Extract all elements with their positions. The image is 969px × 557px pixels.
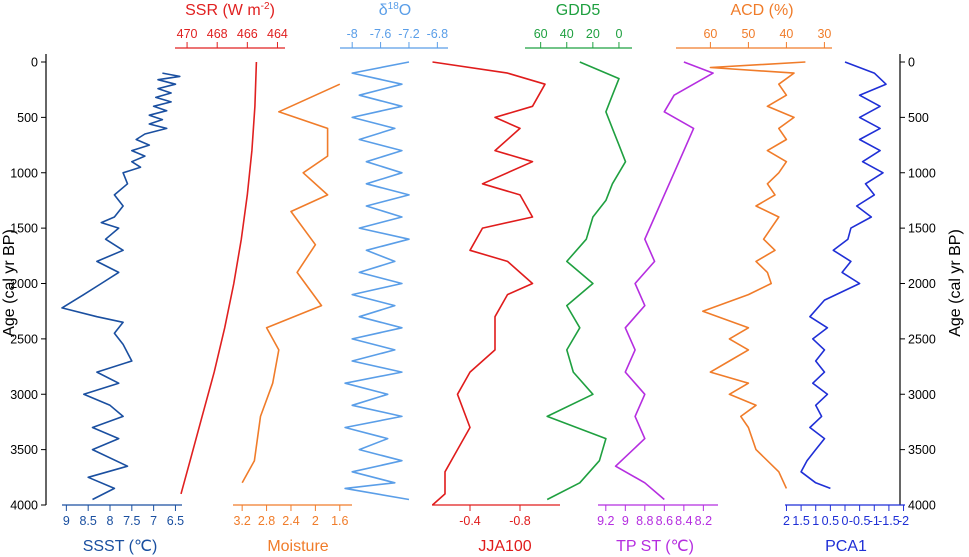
series-line-2 [241, 83, 341, 484]
series-tick-label-6: 8.6 [656, 514, 673, 528]
series-line-8 [800, 61, 887, 490]
series-tick-label-0: 8 [107, 514, 114, 528]
series-tick-label-7: 50 [741, 27, 755, 41]
series-tick-label-3: -7.6 [370, 27, 392, 41]
series-tick-label-6: 8.2 [695, 514, 712, 528]
series-line-6 [614, 61, 714, 501]
series-tick-label-8: -0.5 [849, 514, 871, 528]
age-tick-label-left: 4000 [10, 499, 38, 513]
age-tick-label-left: 3500 [10, 443, 38, 457]
series-tick-label-0: 8.5 [79, 514, 96, 528]
series-tick-label-8: -1.5 [878, 514, 900, 528]
series-tick-label-7: 40 [779, 27, 793, 41]
series-tick-label-2: 3.2 [233, 514, 250, 528]
series-tick-label-1: 468 [207, 27, 228, 41]
series-tick-label-4: -0.4 [459, 514, 481, 528]
series-tick-label-0: 9 [63, 514, 70, 528]
age-tick-label-left: 2000 [10, 277, 38, 291]
age-tick-label-left: 3000 [10, 388, 38, 402]
series-line-0 [61, 72, 181, 501]
series-tick-label-8: 1.5 [792, 514, 809, 528]
series-label-sup: 18 [388, 1, 400, 12]
age-tick-label-left: 1000 [10, 166, 38, 180]
series-tick-label-8: -2 [898, 514, 909, 528]
age-tick-label-left: 0 [31, 56, 38, 70]
series-label-3: δ18O [379, 1, 411, 19]
series-label-text: TP ST ( [616, 538, 671, 555]
series-tick-label-0: 7 [150, 514, 157, 528]
series-tick-label-3: -6.8 [427, 27, 449, 41]
age-tick-label-left: 2500 [10, 332, 38, 346]
series-tick-label-2: 2 [312, 514, 319, 528]
series-tick-label-6: 8.8 [636, 514, 653, 528]
series-tick-label-0: 7.5 [123, 514, 140, 528]
series-tick-label-5: 20 [586, 27, 600, 41]
series-label-close: O [399, 2, 411, 19]
series-tick-label-6: 9.2 [597, 514, 614, 528]
series-tick-label-2: 1.6 [331, 514, 348, 528]
series-label-0: SSST (℃) [83, 538, 158, 555]
age-tick-label-right: 500 [908, 111, 929, 125]
series-line-5 [546, 61, 627, 501]
series-label-close: ) [270, 2, 275, 19]
series-tick-label-3: -8 [347, 27, 358, 41]
series-label-8: PCA1 [825, 538, 867, 555]
series-tick-label-1: 464 [267, 27, 288, 41]
series-label-6: TP ST (℃) [616, 538, 694, 555]
series-tick-label-4: -0.8 [509, 514, 531, 528]
age-tick-label-right: 0 [908, 56, 915, 70]
age-tick-label-right: 3000 [908, 388, 936, 402]
series-label-2: Moisture [267, 538, 328, 555]
series-tick-label-6: 9 [622, 514, 629, 528]
series-tick-label-3: -7.2 [398, 27, 420, 41]
series-label-5: GDD5 [556, 2, 601, 19]
series-label-unit: ℃) [671, 538, 694, 555]
series-tick-label-5: 0 [615, 27, 622, 41]
series-label-text: δ [379, 2, 388, 19]
series-label-7: ACD (%) [730, 2, 793, 19]
age-axis-label-right: Age (cal yr BP) [947, 229, 964, 337]
age-axis-label-left: Age (cal yr BP) [1, 229, 18, 337]
series-tick-label-8: 0.5 [822, 514, 839, 528]
series-tick-label-0: 6.5 [167, 514, 184, 528]
series-tick-label-1: 470 [177, 27, 198, 41]
age-tick-label-right: 2500 [908, 332, 936, 346]
age-tick-label-right: 3500 [908, 443, 936, 457]
series-tick-label-5: 60 [534, 27, 548, 41]
series-label-text: SSST ( [83, 538, 135, 555]
series-tick-label-6: 8.4 [675, 514, 692, 528]
series-line-1 [180, 61, 258, 495]
series-tick-label-1: 466 [237, 27, 258, 41]
series-tick-label-8: -1 [869, 514, 880, 528]
series-tick-label-7: 30 [817, 27, 831, 41]
series-label-1: SSR (W m-2) [185, 1, 275, 19]
age-tick-label-right: 1500 [908, 222, 936, 236]
series-layer [61, 61, 887, 506]
series-line-3 [344, 61, 410, 501]
series-tick-label-7: 60 [703, 27, 717, 41]
age-tick-label-left: 500 [17, 111, 38, 125]
series-label-unit: ℃) [134, 538, 157, 555]
age-tick-label-right: 2000 [908, 277, 936, 291]
age-tick-label-left: 1500 [10, 222, 38, 236]
series-label-4: JJA100 [478, 538, 531, 555]
series-tick-label-5: 40 [560, 27, 574, 41]
series-line-7 [702, 61, 806, 489]
series-tick-label-2: 2.4 [282, 514, 299, 528]
series-tick-label-8: 0 [842, 514, 849, 528]
series-tick-label-8: 1 [812, 514, 819, 528]
age-tick-label-right: 1000 [908, 166, 936, 180]
series-label-sup: -2 [261, 1, 270, 12]
labels-layer: SSST (℃)SSR (W m-2)Moistureδ18OJJA100GDD… [83, 1, 867, 555]
series-line-4 [431, 61, 546, 506]
age-tick-label-right: 4000 [908, 499, 936, 513]
series-tick-label-2: 2.8 [258, 514, 275, 528]
series-label-text: SSR (W m [185, 2, 261, 19]
series-tick-label-8: 2 [783, 514, 790, 528]
